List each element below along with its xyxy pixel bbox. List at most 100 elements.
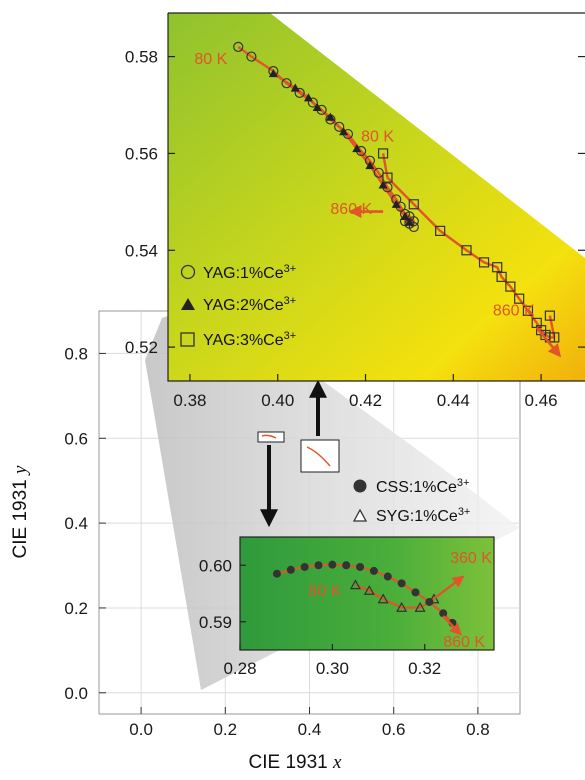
yag-x-tick-label: 0.42 — [349, 391, 382, 410]
main-y-tick-label: 0.2 — [64, 599, 88, 618]
main-y-tick-label: 0.0 — [64, 684, 88, 703]
yag-point-s1 — [408, 221, 419, 233]
yag-axis-ticks: 0.38 0.40 0.42 0.44 0.46 0.52 0.54 0.56 0.58 — [125, 48, 585, 410]
yag-temperature-label: 860 K — [330, 201, 372, 218]
yag-point-s2 — [352, 144, 362, 153]
css-x-tick-label: 0.28 — [223, 659, 256, 678]
yag-point-s2 — [339, 127, 349, 136]
yag-point-s3 — [549, 332, 560, 343]
yag-point-s3 — [382, 172, 393, 183]
css-x-tick-label: 0.30 — [316, 659, 349, 678]
css-point-s1 — [369, 566, 378, 575]
css-point-s1 — [286, 565, 295, 574]
yag-point-s2 — [312, 102, 322, 112]
main-y-axis-label: CIE 1931 y — [10, 465, 31, 559]
legend-marker-css — [353, 479, 367, 493]
css-y-tick-label: 0.59 — [199, 613, 232, 632]
yag-point-s1 — [294, 87, 305, 98]
legend-marker-yag2 — [181, 298, 195, 310]
yag-point-s3 — [478, 257, 490, 268]
yag-temperature-label: 860 K — [493, 303, 535, 320]
yag-point-s2 — [365, 161, 375, 170]
css-point-s2 — [377, 593, 389, 604]
main-y-tick-label: 0.4 — [64, 514, 88, 533]
css-point-s2 — [396, 601, 408, 612]
yag-point-s3 — [461, 245, 472, 256]
yag-point-s3 — [544, 310, 555, 321]
yag-point-s1 — [334, 121, 345, 132]
yag-point-s2 — [303, 93, 313, 102]
main-x-tick-label: 0.0 — [129, 720, 153, 739]
yag-x-tick-label: 0.44 — [437, 391, 470, 410]
css-point-s1 — [397, 579, 406, 588]
yag-y-tick-label: 0.52 — [125, 338, 158, 357]
css-point-s2 — [414, 601, 426, 612]
yag-inset-white-region — [270, 13, 585, 258]
css-point-s1 — [300, 562, 309, 571]
legend-label-syg: SYG:1%Ce3+ — [376, 506, 470, 525]
yag-temperature-label: 80 K — [194, 51, 227, 68]
yag-point-s2 — [290, 83, 300, 92]
css-y-tick-label: 0.60 — [199, 556, 232, 575]
yag-point-s3 — [377, 148, 389, 159]
main-x-tick-label: 0.4 — [298, 720, 322, 739]
zoom-box-yag-trace — [306, 446, 331, 467]
css-plot-area: 80 K 360 K 860 K — [272, 550, 492, 651]
yag-point-s2 — [268, 69, 278, 78]
yag-point-s3 — [514, 293, 525, 304]
yag-legend: YAG:1%Ce3+ YAG:2%Ce3+ YAG:3%Ce3+ — [180, 263, 296, 349]
yag-point-s2 — [378, 180, 388, 189]
css-temperature-arrow — [442, 615, 462, 636]
css-temperature-label: 860 K — [443, 634, 485, 651]
zoom-box-css-trace — [261, 434, 277, 439]
css-point-s1 — [314, 561, 323, 570]
yag-point-s3 — [435, 225, 446, 236]
legend-marker-yag3 — [180, 332, 195, 347]
legend-label-yag3: YAG:3%Ce3+ — [203, 330, 296, 349]
yag-plot-area: 80 K 80 K 860 K 860 K — [194, 41, 562, 358]
css-point-s1 — [439, 609, 448, 618]
yag-x-tick-label: 0.40 — [261, 391, 294, 410]
css-temperature-label: 80 K — [308, 583, 341, 600]
legend-marker-syg — [352, 508, 368, 522]
css-point-s2 — [363, 584, 375, 595]
yag-point-s1 — [246, 51, 257, 62]
main-legend: CSS:1%Ce3+ SYG:1%Ce3+ — [352, 477, 470, 525]
cie-locus-shading — [145, 300, 520, 690]
yag-point-s3 — [408, 199, 419, 210]
css-point-s1 — [328, 560, 337, 569]
legend-label-yag1: YAG:1%Ce3+ — [203, 263, 296, 282]
yag-point-s3 — [492, 262, 503, 273]
css-point-s1 — [272, 569, 281, 578]
yag-point-s3 — [496, 271, 507, 282]
yag-point-s2 — [400, 211, 410, 220]
main-x-tick-label: 0.2 — [213, 720, 237, 739]
yag-series-line-3 — [381, 153, 556, 339]
main-axis-ticks: 0.0 0.2 0.4 0.6 0.8 0.0 0.2 0.4 0.6 0.8 — [64, 344, 489, 739]
main-y-tick-label: 0.6 — [64, 429, 88, 448]
yag-point-s2 — [391, 199, 401, 208]
css-temperature-label: 360 K — [450, 550, 492, 567]
css-point-s1 — [411, 588, 420, 597]
main-x-tick-label: 0.6 — [382, 720, 406, 739]
yag-point-s3 — [505, 281, 516, 292]
legend-label-css: CSS:1%Ce3+ — [376, 477, 469, 496]
yag-point-s2 — [404, 217, 414, 226]
css-point-s1 — [356, 562, 365, 571]
yag-point-s1 — [233, 41, 244, 52]
css-x-tick-label: 0.32 — [408, 659, 441, 678]
yag-point-s1 — [281, 78, 292, 89]
yag-y-tick-label: 0.54 — [125, 241, 158, 260]
yag-temperature-arrow — [535, 326, 562, 358]
css-axis-ticks: 0.28 0.30 0.32 0.59 0.60 — [199, 556, 441, 678]
yag-temperature-label: 80 K — [361, 128, 394, 145]
css-point-s2 — [349, 579, 361, 590]
yag-y-tick-label: 0.58 — [125, 48, 158, 67]
main-x-axis-label: CIE 1931 x — [249, 752, 343, 773]
css-temperature-arrow — [433, 575, 465, 600]
legend-label-yag2: YAG:2%Ce3+ — [203, 295, 296, 314]
css-point-s1 — [342, 561, 351, 570]
yag-x-tick-label: 0.38 — [173, 391, 206, 410]
